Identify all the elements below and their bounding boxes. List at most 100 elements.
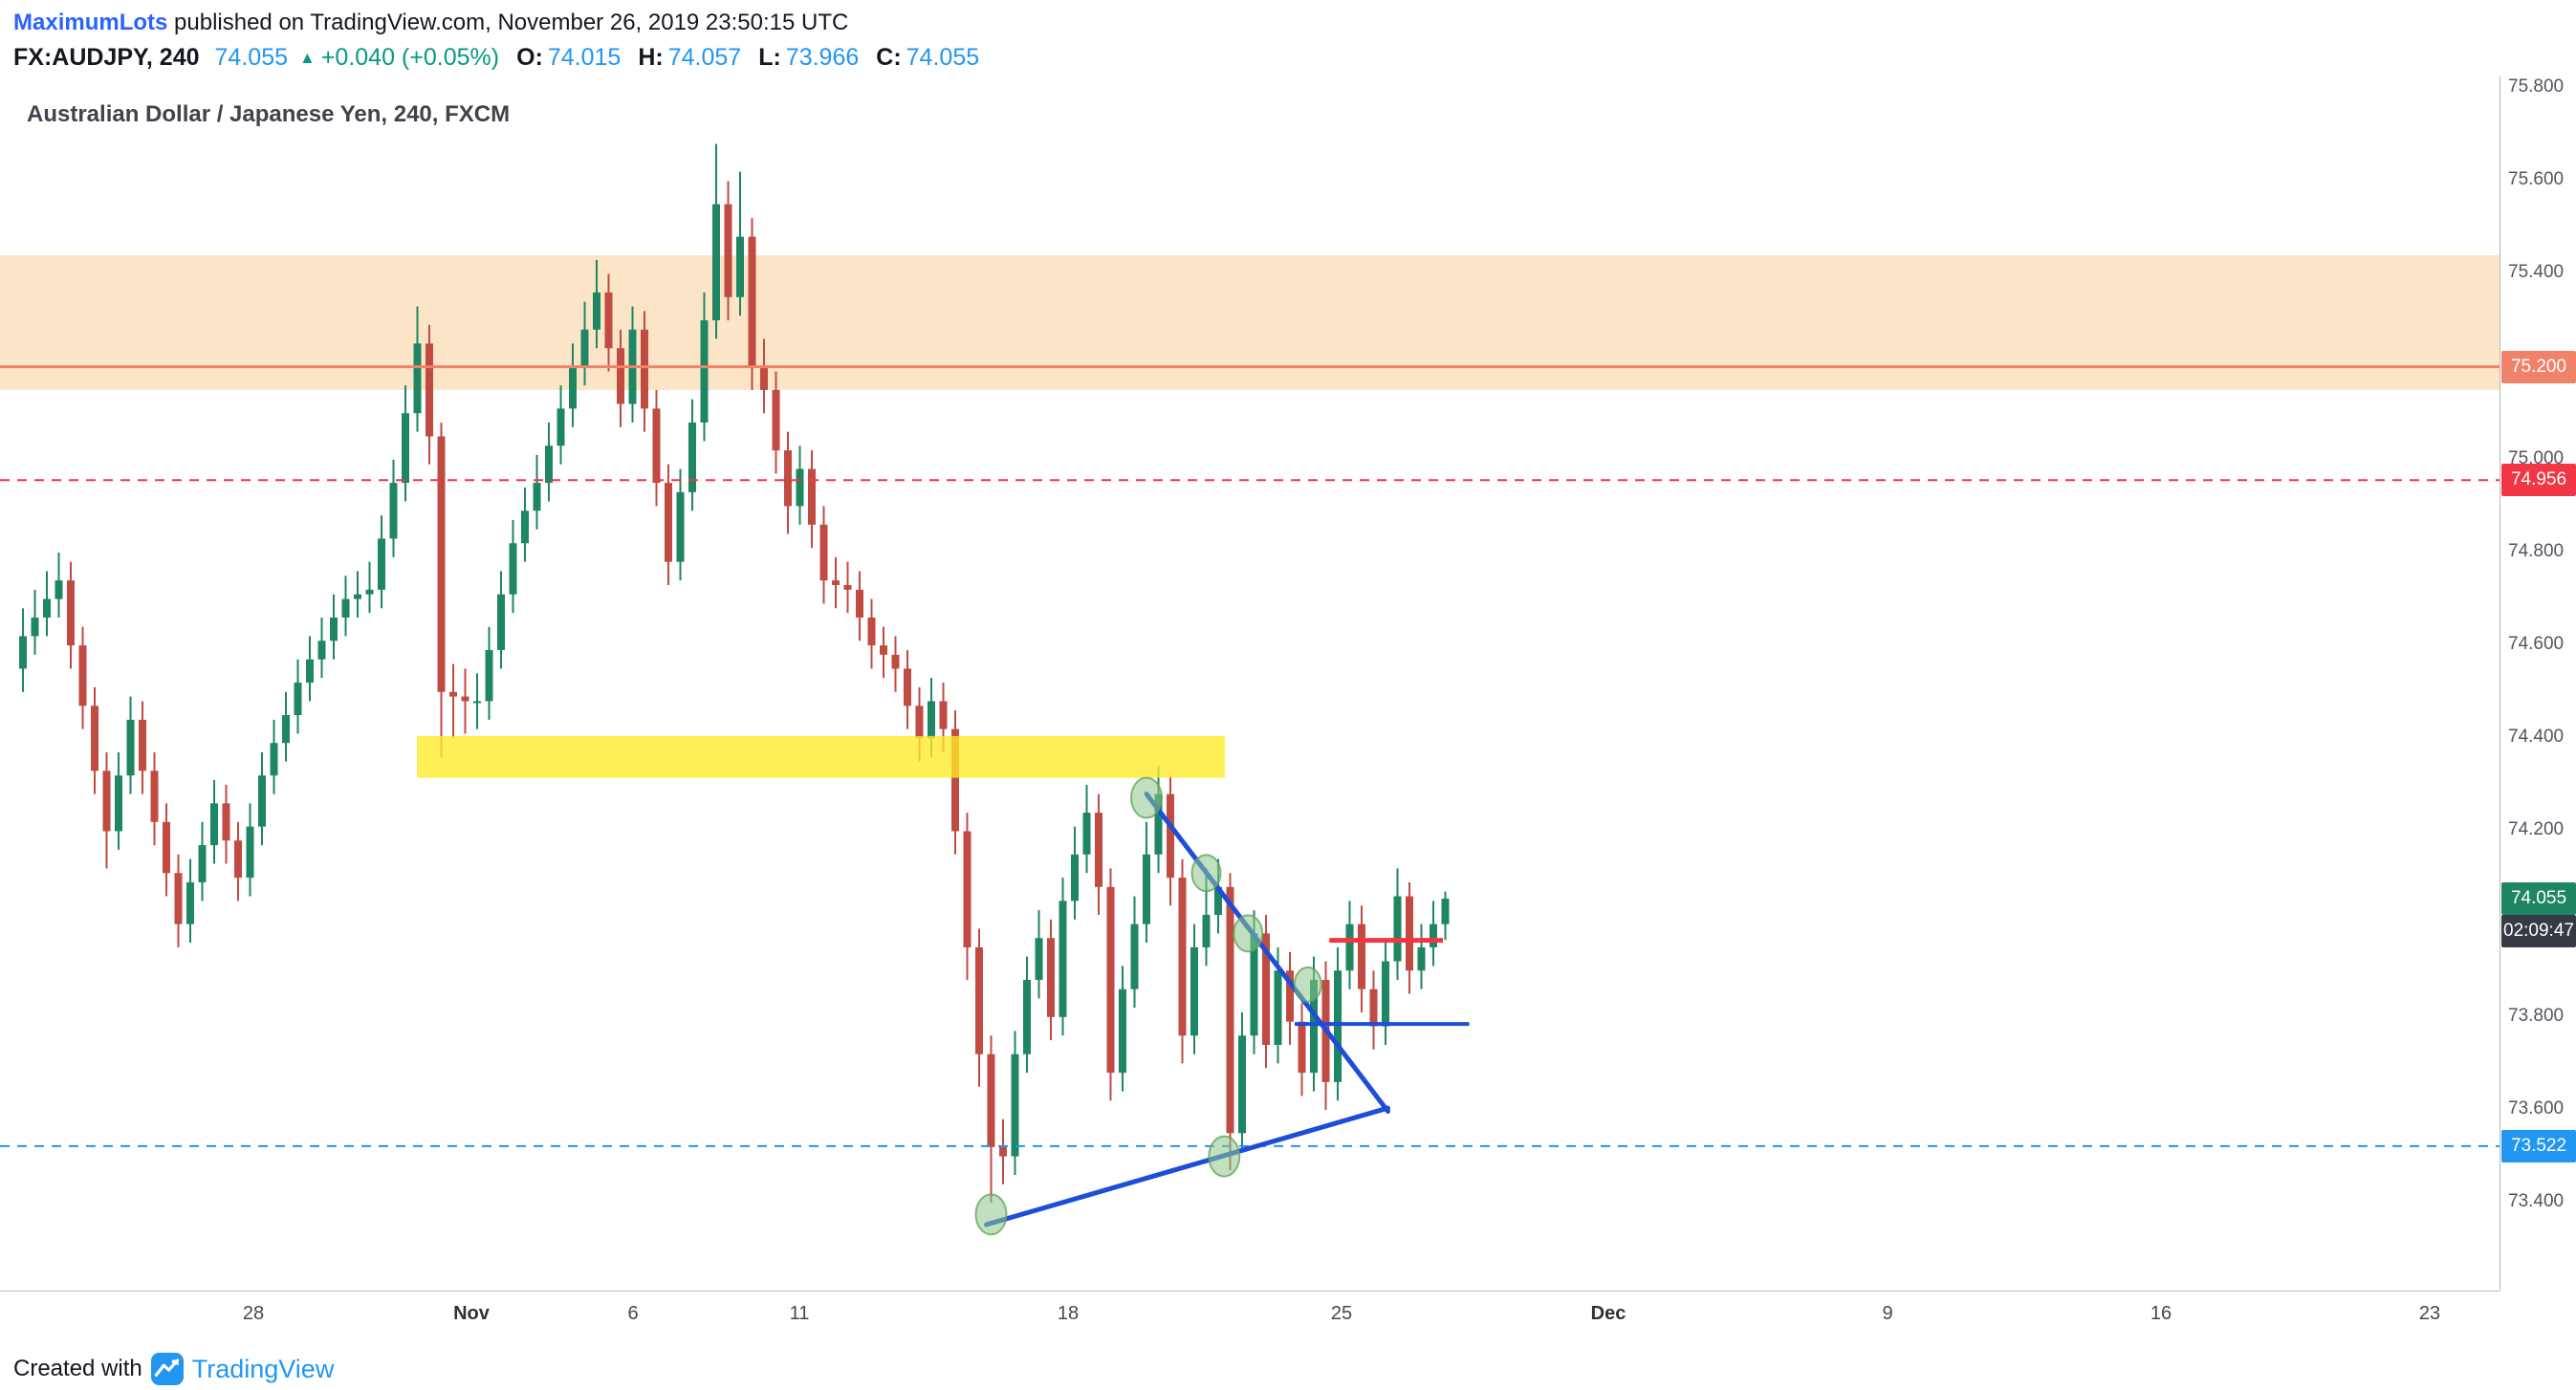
candle-body <box>186 881 194 924</box>
open-label: O: <box>516 44 543 71</box>
time-axis[interactable]: 28 Nov 6 11 18 25 Dec 9 16 23 <box>0 1291 2500 1343</box>
candle-body <box>270 743 278 776</box>
level-label-73522: 73.522 <box>2501 1129 2576 1162</box>
candle-body <box>796 468 804 507</box>
candle-body <box>1059 901 1067 1017</box>
candle-body <box>67 580 75 646</box>
candle-body <box>1226 886 1234 1134</box>
close-value: 74.055 <box>906 44 980 71</box>
candle-body <box>545 445 553 484</box>
candle-body <box>915 706 924 739</box>
candle-body <box>951 728 959 832</box>
candle-body <box>126 719 135 776</box>
candle-body <box>365 589 374 595</box>
candle-body <box>1202 914 1211 947</box>
candle-body <box>43 598 51 619</box>
candle-body <box>617 348 624 404</box>
candle-body <box>819 524 828 581</box>
entry-marker-circle[interactable] <box>974 1193 1008 1236</box>
candle-body <box>856 589 863 619</box>
price-tick-label: 74.800 <box>2508 540 2565 561</box>
candle-body <box>1095 813 1102 887</box>
price-axis[interactable]: 75.800 75.600 75.400 75.200 75.000 74.800 74.6… <box>2500 76 2576 1291</box>
price-change: +0.040 (+0.05%) <box>320 44 500 71</box>
candle-body <box>999 1146 1007 1157</box>
countdown-label: 02:09:47 <box>2501 914 2576 947</box>
tradingview-link[interactable]: TradingView <box>191 1354 335 1383</box>
level-label-74956: 74.956 <box>2501 464 2576 497</box>
candle-body <box>497 594 505 651</box>
candle-body <box>700 320 709 423</box>
highlight-zone <box>417 735 1225 778</box>
candle-body <box>1310 979 1318 1074</box>
candle-body <box>473 701 481 704</box>
candle-body <box>485 650 493 702</box>
candle-body <box>163 821 170 874</box>
low-value: 73.966 <box>785 44 860 71</box>
candle-body <box>1298 1021 1306 1074</box>
candle-body <box>1106 886 1115 1074</box>
candle-body <box>1393 896 1402 962</box>
up-arrow-icon: ▲ <box>299 49 316 67</box>
created-with-text: Created with <box>13 1356 142 1381</box>
candle-body <box>1143 854 1150 924</box>
price-tick-label: 74.600 <box>2508 634 2565 655</box>
candle-body <box>688 422 696 492</box>
candle-body <box>354 594 361 599</box>
candle-body <box>641 329 648 409</box>
price-tick-label: 73.600 <box>2508 1098 2565 1119</box>
entry-marker-circle[interactable] <box>1130 776 1163 819</box>
candle-body <box>987 1053 995 1147</box>
candle-body <box>1238 1035 1246 1134</box>
candle-body <box>461 696 469 702</box>
current-price-label: 74.055 <box>2501 881 2576 915</box>
publish-info: MaximumLots published on TradingView.com… <box>13 10 848 36</box>
candle-body <box>174 873 183 924</box>
time-axis-label: 28 <box>242 1303 265 1324</box>
candle-body <box>1369 988 1378 1027</box>
candle-body <box>1262 933 1270 1045</box>
candle-body <box>521 510 529 544</box>
candle-body <box>880 645 887 655</box>
entry-marker-circle[interactable] <box>1208 1135 1241 1178</box>
symbol-title: FX:AUDJPY, 240 <box>13 44 200 71</box>
candle-body <box>1430 923 1437 947</box>
tradingview-logo-icon[interactable] <box>150 1353 184 1385</box>
candle-body <box>904 668 911 706</box>
candle-body <box>282 715 290 744</box>
candle-body <box>665 483 672 562</box>
entry-marker-circle[interactable] <box>1293 966 1322 1003</box>
chart-title: Australian Dollar / Japanese Yen, 240, F… <box>27 101 511 127</box>
time-axis-label: 9 <box>1882 1303 1893 1324</box>
last-price: 74.055 <box>214 44 288 71</box>
price-tick-label: 75.000 <box>2508 447 2565 468</box>
candle-body <box>808 468 816 525</box>
price-tick-label: 73.400 <box>2508 1191 2565 1212</box>
candle-body <box>1154 793 1163 855</box>
candle-body <box>1082 813 1091 855</box>
entry-marker-circle[interactable] <box>1190 854 1222 893</box>
candle-body <box>1071 854 1079 901</box>
price-tick-label: 75.400 <box>2508 262 2565 283</box>
candle-body <box>867 618 876 646</box>
candle-body <box>593 292 600 330</box>
entry-marker-circle[interactable] <box>1233 914 1264 953</box>
candle-body <box>760 366 768 390</box>
candle-body <box>91 706 98 771</box>
publish-text: published on TradingView.com, November 2… <box>167 10 849 35</box>
trendline[interactable] <box>1144 792 1390 1114</box>
author-link[interactable]: MaximumLots <box>13 10 168 35</box>
level-label-75200: 75.200 <box>2501 350 2576 383</box>
time-axis-label: Nov <box>453 1303 490 1324</box>
trendline[interactable] <box>984 1105 1390 1227</box>
candle-body <box>139 719 146 771</box>
candle-body <box>963 831 971 947</box>
candle-body <box>1011 1053 1019 1157</box>
chart-plot-area[interactable]: Australian Dollar / Japanese Yen, 240, F… <box>0 76 2500 1291</box>
candle-body <box>772 389 780 451</box>
candle-body <box>78 645 87 706</box>
candle-body <box>1190 946 1198 1036</box>
price-tick-label: 73.800 <box>2508 1005 2565 1026</box>
high-label: H: <box>638 44 664 71</box>
